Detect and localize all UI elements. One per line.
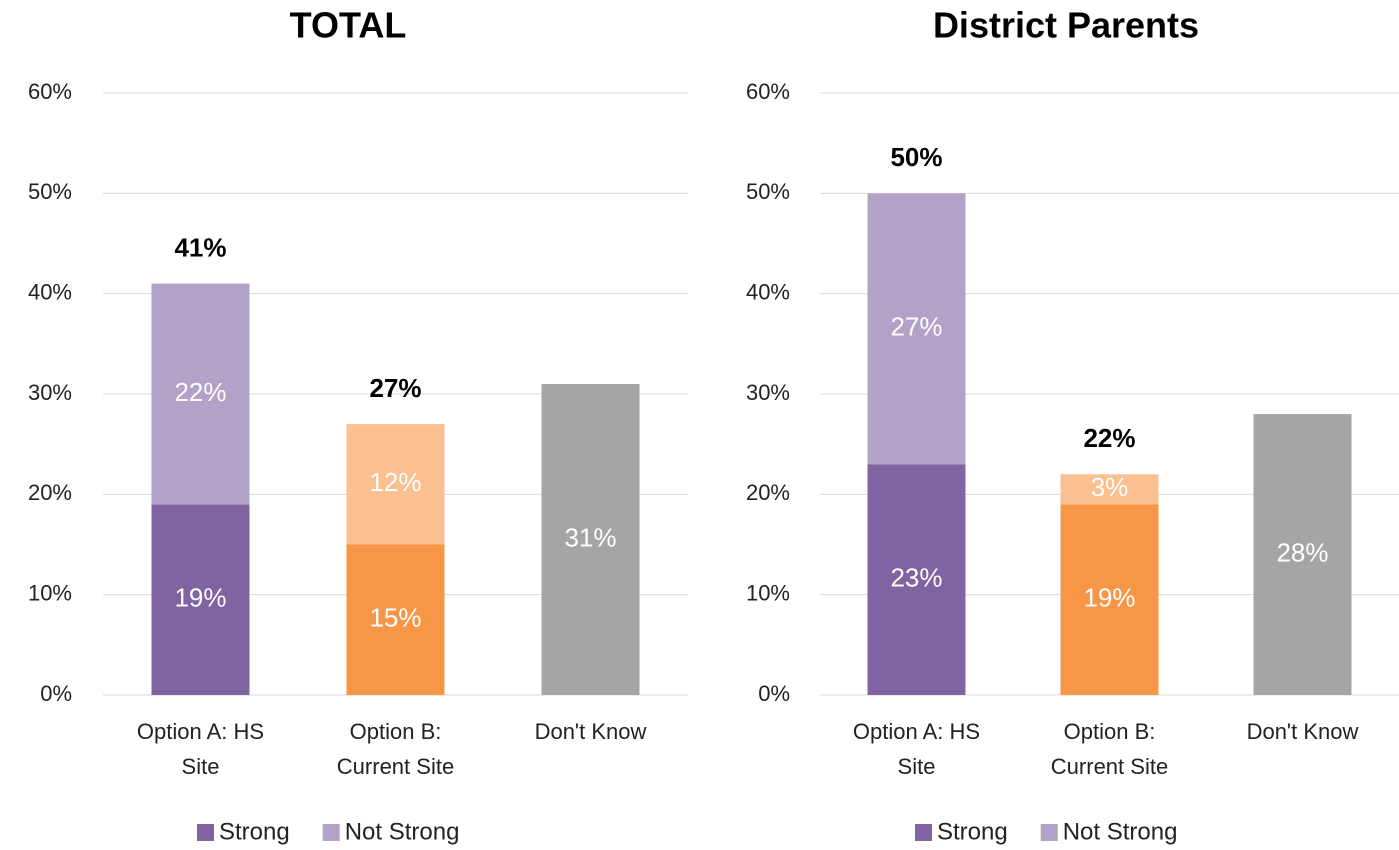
- x-tick-line: Site: [898, 754, 936, 779]
- x-tick-label: Option A: HS Site: [137, 719, 264, 779]
- bar-segment: [1060, 474, 1159, 505]
- total-label: 22%: [1083, 423, 1135, 453]
- legend-label: Strong: [937, 818, 1008, 845]
- segment-label: 15%: [369, 603, 421, 633]
- segment-label: 28%: [1276, 537, 1328, 567]
- chart-title: District Parents: [933, 5, 1199, 46]
- bar-segment: [867, 193, 966, 465]
- segment-label: 19%: [1083, 583, 1135, 613]
- x-tick-label: Option B: Current Site: [1051, 719, 1168, 779]
- legend-swatch: [1040, 824, 1058, 841]
- y-tick-label: 0%: [758, 681, 790, 706]
- x-tick-label: Option B: Current Site: [337, 719, 454, 779]
- y-tick-label: 50%: [28, 179, 72, 204]
- y-tick-label: 60%: [746, 79, 790, 104]
- x-tick-line: Site: [182, 754, 220, 779]
- bar-segment: [1060, 504, 1159, 695]
- x-tick-line: Option B:: [350, 719, 442, 744]
- x-tick-label: Option A: HS Site: [853, 719, 980, 779]
- y-tick-label: 50%: [746, 179, 790, 204]
- segment-label: 31%: [564, 522, 616, 552]
- bar-segment: [346, 424, 445, 545]
- bar-segment: [867, 464, 966, 695]
- x-tick-line: Current Site: [337, 754, 454, 779]
- legend-label: Not Strong: [1063, 818, 1178, 845]
- legend-swatch: [322, 824, 340, 841]
- bar-segment: [151, 283, 250, 505]
- bar-segment: [1253, 414, 1352, 695]
- x-tick-line: Current Site: [1051, 754, 1168, 779]
- x-tick-label: Don't Know: [1247, 719, 1359, 744]
- y-tick-label: 20%: [28, 480, 72, 505]
- bar-segment: [151, 504, 250, 695]
- chart-title: TOTAL: [290, 5, 407, 46]
- legend-label: Not Strong: [345, 818, 460, 845]
- segment-label: 12%: [369, 467, 421, 497]
- y-tick-label: 20%: [746, 480, 790, 505]
- y-tick-label: 10%: [746, 580, 790, 605]
- segment-label: 22%: [174, 377, 226, 407]
- y-tick-label: 30%: [746, 380, 790, 405]
- total-label: 41%: [174, 233, 226, 263]
- x-tick-line: Option A: HS: [137, 719, 264, 744]
- y-tick-label: 10%: [28, 580, 72, 605]
- total-label: 27%: [369, 373, 421, 403]
- bar-segment: [346, 544, 445, 695]
- x-tick-line: Don't Know: [535, 719, 647, 744]
- x-tick-line: Option A: HS: [853, 719, 980, 744]
- x-tick-line: Don't Know: [1247, 719, 1359, 744]
- y-tick-label: 30%: [28, 380, 72, 405]
- segment-label: 27%: [890, 312, 942, 342]
- y-tick-label: 40%: [28, 279, 72, 304]
- total-label: 50%: [890, 142, 942, 172]
- legend-swatch: [197, 824, 214, 841]
- segment-label: 3%: [1091, 472, 1129, 502]
- legend-swatch: [915, 824, 932, 841]
- bar-segment: [541, 383, 640, 695]
- y-tick-label: 60%: [28, 79, 72, 104]
- segment-label: 23%: [890, 562, 942, 592]
- legend-label: Strong: [219, 818, 290, 845]
- x-tick-label: Don't Know: [535, 719, 647, 744]
- y-tick-label: 0%: [40, 681, 72, 706]
- segment-label: 19%: [174, 583, 226, 613]
- x-tick-line: Option B:: [1064, 719, 1156, 744]
- y-tick-label: 40%: [746, 279, 790, 304]
